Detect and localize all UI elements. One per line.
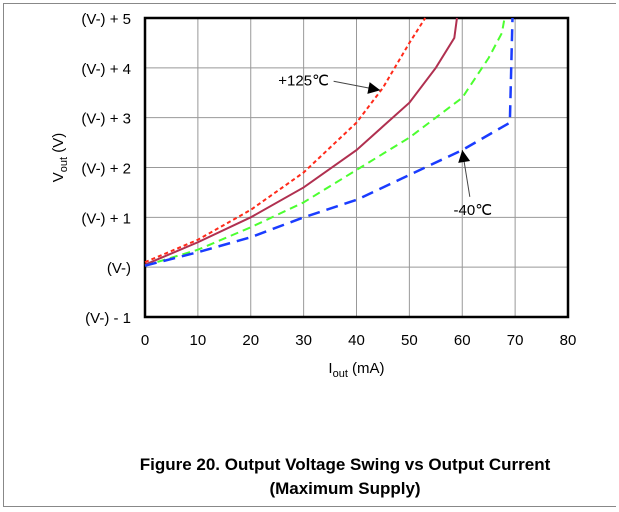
annotation-label: +125℃ <box>278 72 329 89</box>
y-tick-label: (V-) <box>107 260 131 277</box>
annotation-arrowhead <box>367 82 381 94</box>
y-tick-label: (V-) + 2 <box>81 161 131 178</box>
page-frame <box>3 3 616 507</box>
series-line <box>144 17 506 267</box>
x-tick-label: 10 <box>190 332 207 349</box>
x-axis-label: Iout (mA) <box>328 360 384 380</box>
x-tick-label: 70 <box>507 332 524 349</box>
series-line <box>144 17 458 266</box>
y-axis-label: Vout (V) <box>50 133 70 182</box>
x-tick-label: 80 <box>560 332 577 349</box>
annotation-label: -40℃ <box>454 202 493 219</box>
chart-subtitle: (Maximum Supply) <box>269 479 421 498</box>
annotation-arrowhead <box>458 150 471 163</box>
chart-title: Figure 20. Output Voltage Swing vs Outpu… <box>139 455 551 474</box>
y-tick-label: (V-) + 5 <box>81 11 131 28</box>
plot-border <box>143 16 570 319</box>
y-tick-label: (V-) + 4 <box>81 61 131 78</box>
x-tick-label: 20 <box>242 332 259 349</box>
x-tick-label: 40 <box>348 332 365 349</box>
series-line <box>144 17 514 267</box>
y-tick-label: (V-) + 1 <box>81 210 131 227</box>
y-tick-label: (V-) + 3 <box>81 111 131 128</box>
x-tick-label: 0 <box>141 332 149 349</box>
x-tick-label: 30 <box>295 332 312 349</box>
series-line <box>144 17 427 264</box>
y-tick-label: (V-) - 1 <box>85 310 131 327</box>
x-tick-label: 50 <box>401 332 418 349</box>
x-tick-label: 60 <box>454 332 471 349</box>
